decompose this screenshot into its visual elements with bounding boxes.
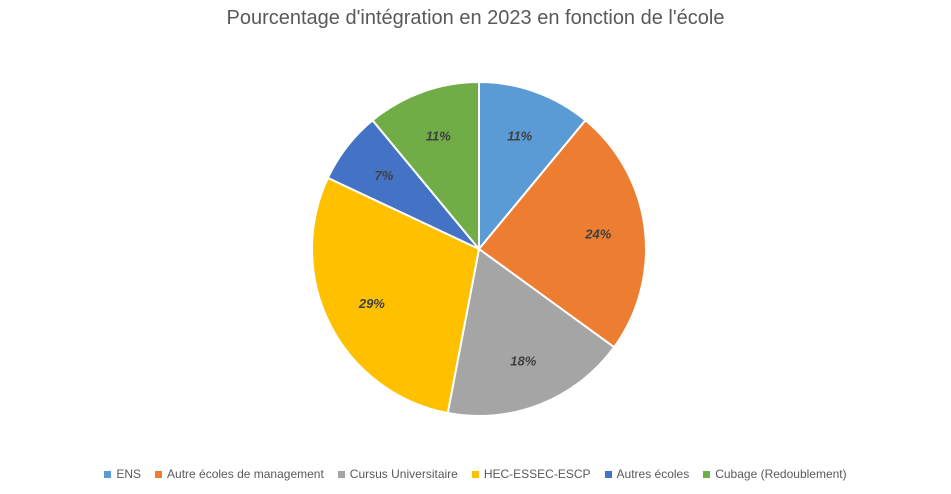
legend: ENS Autre écoles de management Cursus Univ…	[0, 467, 951, 481]
legend-label: Cursus Universitaire	[349, 467, 458, 481]
legend-swatch	[155, 470, 163, 478]
legend-item-ens: ENS	[104, 467, 141, 481]
pie-slice-hec-essec-escp	[311, 176, 480, 415]
legend-item-cubage-redoublement: Cubage (Redoublement)	[703, 467, 847, 481]
legend-label: Autres écoles	[616, 467, 690, 481]
pie-slice-autre-ecoles-de-management	[478, 119, 647, 349]
data-label-autres-ecoles: 7%	[375, 168, 394, 183]
legend-label: HEC-ESSEC-ESCP	[483, 467, 591, 481]
legend-item-cursus-universitaire: Cursus Universitaire	[337, 467, 458, 481]
legend-item-hec-essec-escp: HEC-ESSEC-ESCP	[471, 467, 591, 481]
pie-slice-cubage-redoublement	[371, 81, 480, 250]
data-label-ens: 11%	[507, 128, 532, 143]
legend-swatch	[604, 470, 612, 478]
pie-slice-ens	[478, 81, 587, 250]
data-label-hec-essec-escp: 29%	[358, 296, 385, 311]
legend-swatch	[471, 470, 479, 478]
legend-item-autres-ecoles: Autres écoles	[604, 467, 690, 481]
data-label-cubage-redoublement: 11%	[426, 128, 451, 143]
pie-slice-cursus-universitaire	[446, 248, 616, 417]
legend-swatch	[703, 470, 711, 478]
legend-item-autre-ecoles-de-management: Autre écoles de management	[155, 467, 324, 481]
legend-label: ENS	[116, 467, 142, 481]
data-label-autre-ecoles-de-management: 24%	[584, 226, 611, 241]
legend-label: Autre écoles de management	[167, 467, 324, 481]
legend-swatch	[337, 470, 345, 478]
data-label-cursus-universitaire: 18%	[510, 353, 536, 368]
legend-swatch	[104, 470, 112, 478]
legend-label: Cubage (Redoublement)	[715, 467, 847, 481]
chart-title: Pourcentage d'intégration en 2023 en fon…	[226, 7, 725, 29]
